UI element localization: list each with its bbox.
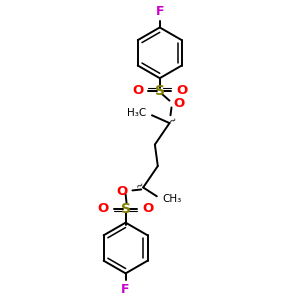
Text: O: O — [132, 84, 143, 98]
Text: S: S — [121, 202, 130, 216]
Text: H₃C: H₃C — [127, 108, 146, 118]
Text: ~: ~ — [167, 115, 179, 128]
Text: S: S — [155, 84, 165, 98]
Text: F: F — [122, 283, 130, 296]
Text: F: F — [155, 5, 164, 18]
Text: O: O — [116, 185, 128, 198]
Text: O: O — [98, 202, 109, 215]
Text: O: O — [173, 97, 185, 110]
Text: ~: ~ — [134, 179, 146, 192]
Text: CH₃: CH₃ — [163, 194, 182, 204]
Text: O: O — [176, 84, 188, 98]
Text: O: O — [142, 202, 153, 215]
